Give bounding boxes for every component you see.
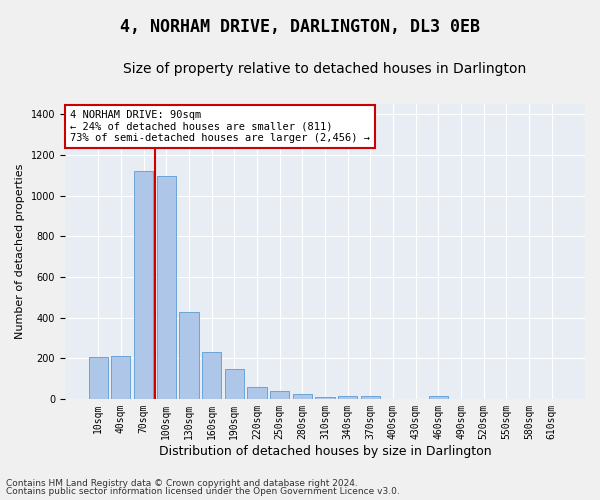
Bar xyxy=(202,352,221,399)
Bar xyxy=(224,370,244,399)
Bar xyxy=(293,394,312,399)
Text: 4, NORHAM DRIVE, DARLINGTON, DL3 0EB: 4, NORHAM DRIVE, DARLINGTON, DL3 0EB xyxy=(120,18,480,36)
Bar xyxy=(89,357,108,399)
X-axis label: Distribution of detached houses by size in Darlington: Distribution of detached houses by size … xyxy=(158,444,491,458)
Bar xyxy=(111,356,130,399)
Text: 4 NORHAM DRIVE: 90sqm
← 24% of detached houses are smaller (811)
73% of semi-det: 4 NORHAM DRIVE: 90sqm ← 24% of detached … xyxy=(70,110,370,143)
Bar xyxy=(338,396,357,399)
Bar xyxy=(316,397,335,399)
Text: Contains HM Land Registry data © Crown copyright and database right 2024.: Contains HM Land Registry data © Crown c… xyxy=(6,478,358,488)
Bar xyxy=(134,171,153,399)
Text: Contains public sector information licensed under the Open Government Licence v3: Contains public sector information licen… xyxy=(6,487,400,496)
Bar xyxy=(270,391,289,399)
Bar xyxy=(157,176,176,399)
Bar xyxy=(361,396,380,399)
Bar xyxy=(179,312,199,399)
Bar xyxy=(428,396,448,399)
Title: Size of property relative to detached houses in Darlington: Size of property relative to detached ho… xyxy=(124,62,527,76)
Bar xyxy=(247,387,266,399)
Y-axis label: Number of detached properties: Number of detached properties xyxy=(15,164,25,339)
